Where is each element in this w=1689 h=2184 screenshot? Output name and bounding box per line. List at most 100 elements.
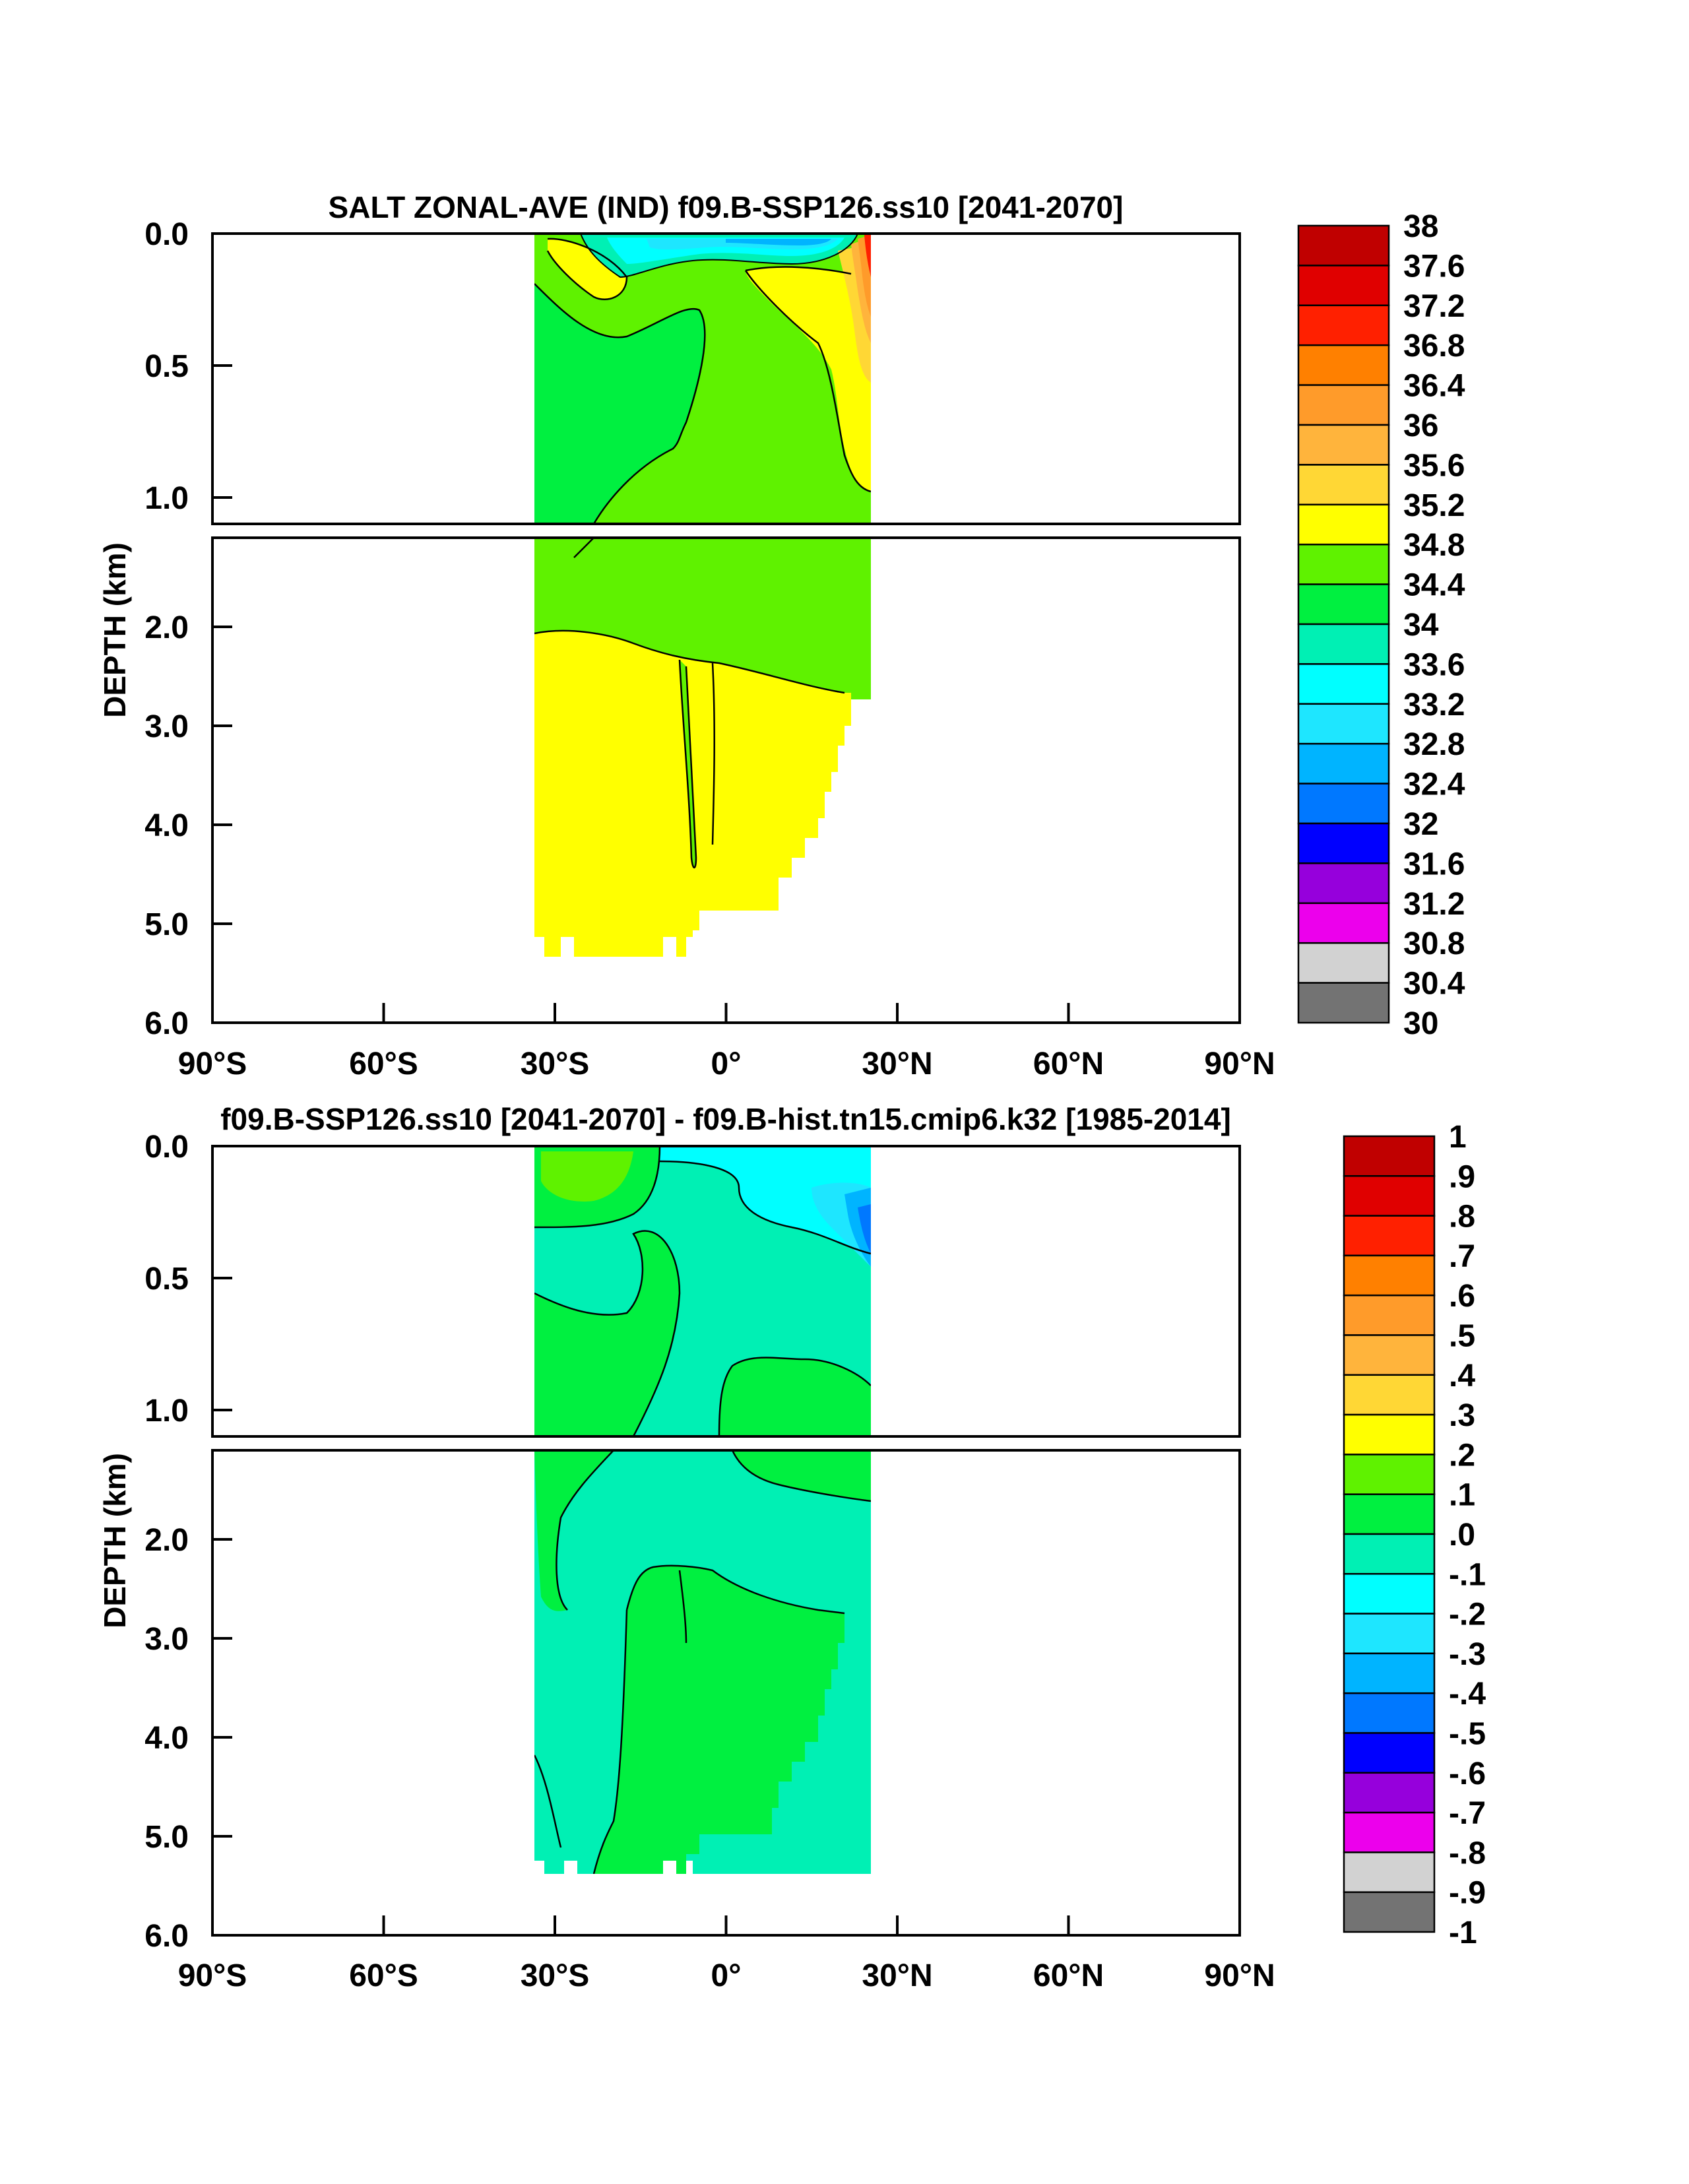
colorbar-label: 37.6	[1403, 249, 1465, 284]
x-tick-label: 0°	[711, 1958, 742, 1993]
chart-2-lower-panel-field	[533, 1450, 872, 1935]
y-tick-label: 6.0	[144, 1006, 189, 1041]
colorbar-label: 32.4	[1403, 767, 1465, 802]
colorbar-swatch	[1297, 503, 1390, 546]
colorbar-label: -1	[1449, 1915, 1477, 1950]
colorbar-swatch	[1343, 1334, 1436, 1376]
colorbar-swatch	[1297, 623, 1390, 665]
colorbar-label: 34.8	[1403, 528, 1465, 563]
chart-1: SALT ZONAL-AVE (IND) f09.B-SSP126.ss10 […	[98, 190, 1465, 1081]
colorbar-swatch	[1297, 822, 1390, 864]
y-tick-label: 4.0	[144, 1721, 189, 1756]
chart-1-colorbar: 38 37.6 37.2 36.8 36.4 36 35.6 35.2 34.8 34.4 34 33…	[1297, 209, 1465, 1041]
colorbar-label: 30.8	[1403, 926, 1465, 961]
x-tick-label: 60°S	[349, 1958, 418, 1993]
x-tick-label: 0°	[711, 1046, 742, 1081]
field-anom-0-1-main-deep	[594, 1565, 844, 1874]
colorbar-label: .0	[1449, 1518, 1475, 1553]
colorbar-swatch	[1343, 1454, 1436, 1495]
x-tick-label: 30°S	[521, 1958, 590, 1993]
colorbar-label: 30	[1403, 1006, 1438, 1041]
y-tick-label: 1.0	[144, 481, 189, 516]
chart-2-ticks: 90°S 60°S 30°S 0° 30°N 60°N 90°N 0.0 0.5 1.0 2.0 3.…	[144, 1130, 1275, 1993]
colorbar-label: -.9	[1449, 1876, 1486, 1911]
colorbar-swatch	[1297, 464, 1390, 506]
field-anom-0-1-lower-right	[719, 1357, 871, 1436]
contour-line	[580, 234, 858, 278]
x-tick-label: 90°S	[178, 1958, 247, 1993]
chart-1-lower-panel-field	[534, 538, 871, 963]
colorbar-label: -.3	[1449, 1637, 1486, 1672]
colorbar-label: 38	[1403, 209, 1438, 244]
y-tick-label: 3.0	[144, 709, 189, 744]
colorbar-label: .7	[1449, 1239, 1475, 1274]
colorbar-label: .3	[1449, 1398, 1475, 1433]
colorbar-label: .6	[1449, 1279, 1475, 1314]
colorbar-swatch	[1297, 304, 1390, 346]
y-tick-label: 4.0	[144, 808, 189, 843]
colorbar-swatch	[1343, 1215, 1436, 1257]
contour-line	[533, 1754, 562, 1848]
colorbar-label: -.5	[1449, 1717, 1486, 1752]
colorbar-label: 34	[1403, 608, 1439, 643]
x-tick-label: 30°S	[521, 1046, 590, 1081]
colorbar-label: 33.6	[1403, 647, 1465, 682]
field-anom-0-2-top	[541, 1151, 633, 1202]
colorbar-swatch	[1297, 543, 1390, 585]
colorbar-swatch	[1297, 942, 1390, 984]
chart-1-title: SALT ZONAL-AVE (IND) f09.B-SSP126.ss10 […	[329, 190, 1124, 224]
contour-line	[534, 629, 845, 694]
colorbar-label: .8	[1449, 1200, 1475, 1235]
contour-line	[718, 1357, 872, 1436]
colorbar-label: .4	[1449, 1359, 1475, 1394]
colorbar-swatch	[1343, 1294, 1436, 1336]
contour-line	[573, 538, 594, 558]
colorbar-swatch	[1297, 902, 1390, 944]
colorbar-label: -.6	[1449, 1756, 1486, 1791]
colorbar-swatch	[1297, 862, 1390, 905]
chart-2-colorbar: 1 .9 .8 .7 .6 .5 .4 .3 .2 .1 .0 -.1 -.2 -.3 -.4 -.5 -.6 -…	[1343, 1120, 1486, 1950]
colorbar-swatch	[1297, 783, 1390, 825]
colorbar-label: -.2	[1449, 1597, 1486, 1632]
colorbar-swatch	[1297, 265, 1390, 307]
contour-line	[534, 283, 706, 524]
chart-2-mask-bottom	[534, 1874, 871, 1934]
chart-2-mask-left-upper	[212, 1147, 534, 1435]
colorbar-swatch	[1297, 344, 1390, 386]
colorbar-swatch	[1297, 384, 1390, 426]
chart-1-upper-frame	[211, 232, 1241, 525]
y-tick-label: 6.0	[144, 1919, 189, 1954]
x-tick-label: 60°N	[1033, 1958, 1104, 1993]
chart-1-upper-panel-field	[534, 234, 872, 524]
y-tick-label: 0.5	[144, 1262, 189, 1297]
x-tick-label: 90°S	[178, 1046, 247, 1081]
colorbar-swatch	[1343, 1374, 1436, 1416]
colorbar-label: .9	[1449, 1159, 1475, 1194]
colorbar-label: -.4	[1449, 1677, 1486, 1712]
colorbar-swatch	[1343, 1851, 1436, 1893]
field-region-36-8-east	[864, 234, 871, 277]
colorbar-label: -.8	[1449, 1836, 1486, 1871]
x-tick-label: 30°N	[862, 1958, 932, 1993]
colorbar-label: .5	[1449, 1319, 1475, 1354]
y-tick-label: 1.0	[144, 1394, 189, 1429]
contour-line	[659, 1160, 872, 1255]
field-region-surface-deep-blue	[726, 239, 831, 245]
field-anom-0-1-upper-right-deep	[732, 1450, 871, 1501]
colorbar-label: -.1	[1449, 1557, 1486, 1592]
colorbar-swatch	[1343, 1613, 1436, 1655]
colorbar-label: 37.2	[1403, 289, 1465, 324]
chart-2-ylabel: DEPTH (km)	[98, 1453, 132, 1628]
x-tick-label: 90°N	[1204, 1046, 1275, 1081]
colorbar-label: .1	[1449, 1478, 1475, 1513]
field-anom-neg-0-4	[858, 1204, 871, 1254]
x-tick-label: 90°N	[1204, 1958, 1275, 1993]
contour-line	[678, 1570, 687, 1644]
colorbar-label: 32	[1403, 807, 1438, 842]
x-tick-label: 60°S	[349, 1046, 418, 1081]
colorbar-label: 36.8	[1403, 329, 1465, 364]
y-tick-label: 3.0	[144, 1622, 189, 1657]
chart-1-mask-right-upper	[871, 235, 1238, 523]
colorbar-label: 35.2	[1403, 488, 1465, 523]
colorbar-swatch	[1343, 1811, 1436, 1853]
